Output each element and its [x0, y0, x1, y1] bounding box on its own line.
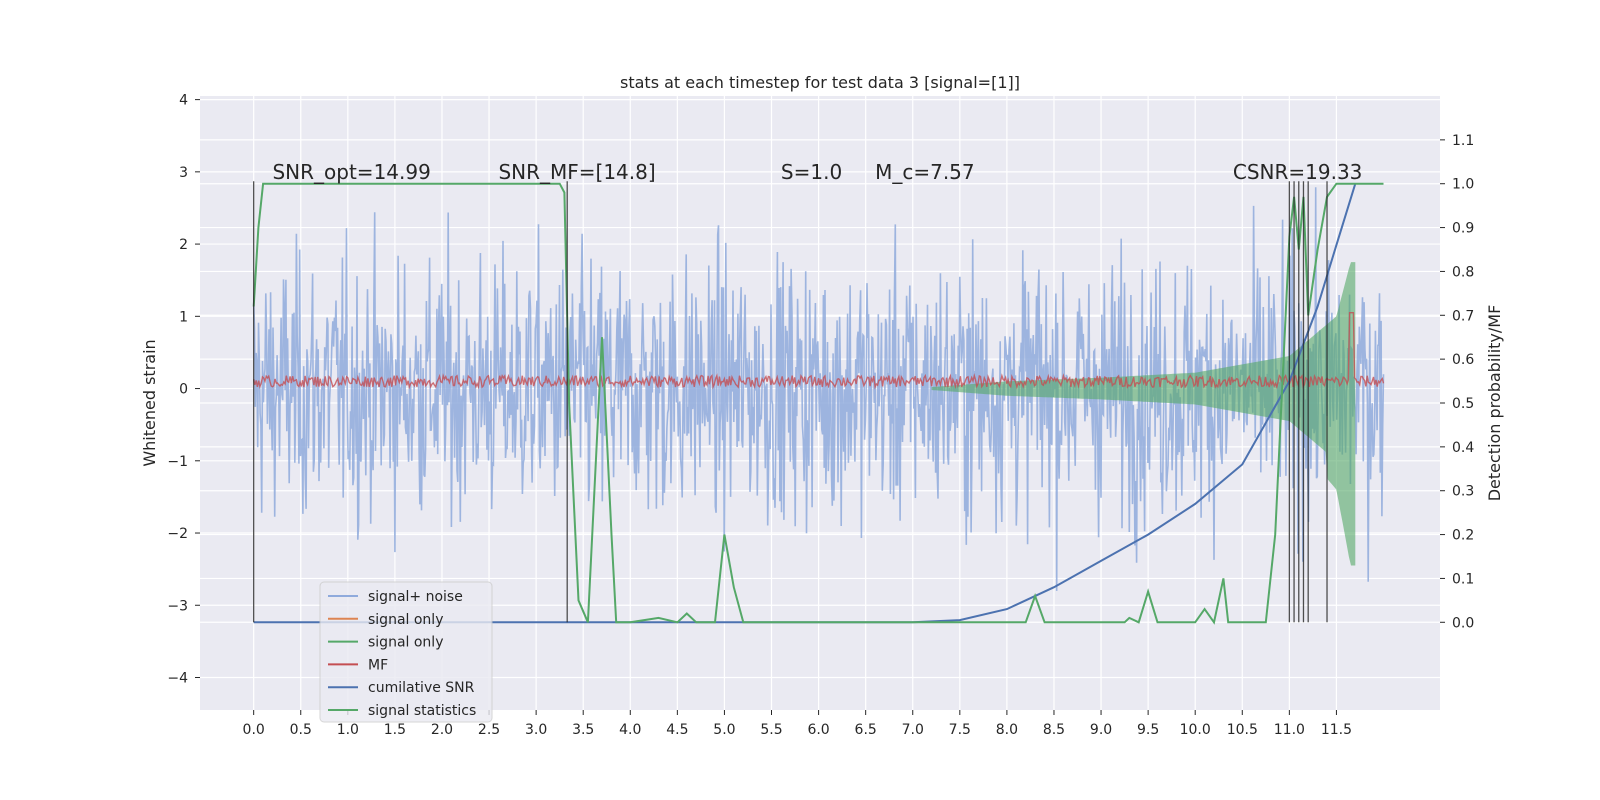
- series-signal-statistics: [252, 182, 1384, 625]
- annotation: M_c=7.57: [875, 160, 975, 184]
- legend-label: signal+ noise: [368, 589, 463, 605]
- y-tick-label: 2: [179, 237, 188, 253]
- y-axis-right: 0.0 0.1 0.2 0.3 0.4 0.5 0.6 0.7 0.8 0.9 1.0 1.1: [1440, 133, 1474, 631]
- x-tick-label: 5.5: [760, 722, 782, 738]
- x-tick-label: 1.0: [337, 722, 359, 738]
- legend-label: signal only: [368, 612, 443, 628]
- annotations: SNR_opt=14.99 SNR_MF=[14.8] S=1.0 M_c=7.57 C…: [272, 160, 1362, 184]
- y-tick-label: 4: [179, 93, 188, 109]
- y-tick-label: −1: [167, 454, 188, 470]
- y-tick-label: −2: [167, 526, 188, 542]
- x-tick-label: 3.5: [572, 722, 594, 738]
- vertical-lines: [253, 181, 1328, 623]
- y-right-tick-label: 0.9: [1452, 221, 1474, 237]
- y-axis-left: −4 −3 −2 −1 0 1 2 3 4: [167, 93, 200, 686]
- y-right-tick-label: 0.1: [1452, 571, 1474, 587]
- x-tick-label: 9.0: [1090, 722, 1112, 738]
- annotation: S=1.0: [781, 160, 842, 184]
- x-tick-label: 6.0: [807, 722, 829, 738]
- x-tick-label: 11.5: [1321, 722, 1352, 738]
- y-right-tick-label: 0.8: [1452, 264, 1474, 280]
- x-tick-label: 7.5: [949, 722, 971, 738]
- x-tick-label: 6.5: [855, 722, 877, 738]
- x-tick-label: 8.5: [1043, 722, 1065, 738]
- chart-title: stats at each timestep for test data 3 […: [620, 73, 1020, 92]
- y-right-tick-label: 0.4: [1452, 440, 1474, 456]
- x-axis: 0.0 0.5 1.0 1.5 2.0 2.5 3.0 3.5 4.0 4.5 5.0 5.5 6.0 6…: [243, 710, 1352, 738]
- legend-label: cumilative SNR: [368, 680, 475, 696]
- x-tick-label: 10.0: [1180, 722, 1211, 738]
- legend-box: [319, 581, 493, 723]
- y-right-tick-label: 0.0: [1452, 615, 1474, 631]
- y-right-tick-label: 0.6: [1452, 352, 1474, 368]
- series-cumilative-snr: [253, 183, 1357, 624]
- annotation: SNR_opt=14.99: [272, 160, 430, 184]
- legend: signal+ noise signal only signal only MF cum…: [319, 581, 493, 723]
- y-tick-label: 3: [179, 165, 188, 181]
- x-tick-label: 2.5: [478, 722, 500, 738]
- y-tick-label: −3: [167, 598, 188, 614]
- x-tick-label: 7.0: [902, 722, 924, 738]
- legend-label: signal only: [368, 635, 443, 651]
- x-tick-label: 0.0: [243, 722, 265, 738]
- series-mf: [253, 312, 1385, 390]
- y-right-tick-label: 0.2: [1452, 528, 1474, 544]
- x-tick-label: 4.0: [619, 722, 641, 738]
- x-tick-label: 5.0: [713, 722, 735, 738]
- annotation: SNR_MF=[14.8]: [498, 160, 655, 184]
- y-right-tick-label: 1.1: [1452, 133, 1474, 149]
- y-axis-right-label: Detection probability/MF: [1485, 305, 1504, 502]
- annotation: CSNR=19.33: [1233, 160, 1363, 184]
- legend-label: MF: [368, 657, 388, 673]
- series-lines: [252, 182, 1384, 625]
- y-right-tick-label: 0.3: [1452, 484, 1474, 500]
- y-right-tick-label: 0.7: [1452, 308, 1474, 324]
- x-tick-label: 2.0: [431, 722, 453, 738]
- x-tick-label: 0.5: [290, 722, 312, 738]
- x-tick-label: 3.0: [525, 722, 547, 738]
- y-tick-label: 0: [179, 382, 188, 398]
- x-tick-label: 11.0: [1274, 722, 1305, 738]
- y-axis-label: Whitened strain: [140, 339, 159, 466]
- y-tick-label: −4: [167, 670, 188, 686]
- y-right-tick-label: 1.0: [1452, 177, 1474, 193]
- x-tick-label: 8.0: [996, 722, 1018, 738]
- x-tick-label: 4.5: [666, 722, 688, 738]
- legend-label: signal statistics: [368, 703, 476, 719]
- y-right-tick-label: 0.5: [1452, 396, 1474, 412]
- x-tick-label: 10.5: [1227, 722, 1258, 738]
- x-tick-label: 9.5: [1137, 722, 1159, 738]
- x-tick-label: 1.5: [384, 722, 406, 738]
- y-tick-label: 1: [179, 309, 188, 325]
